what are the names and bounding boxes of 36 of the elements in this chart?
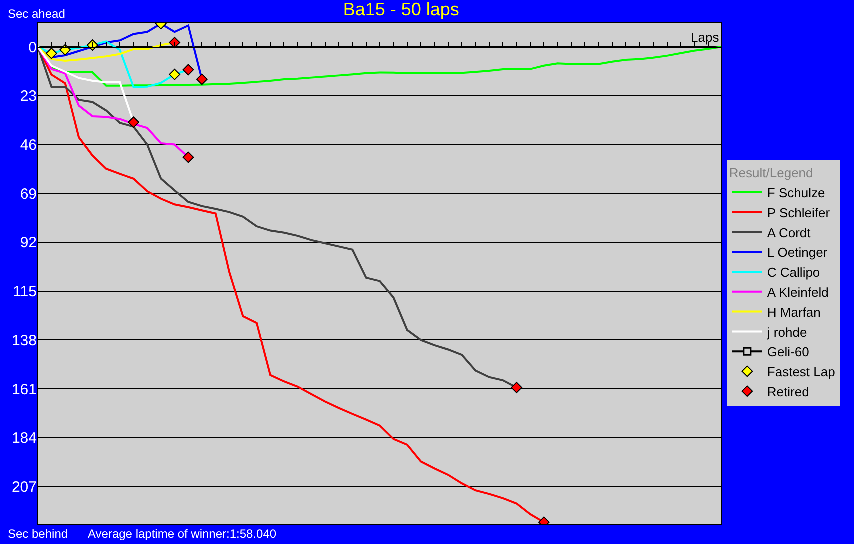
text: Sec ahead <box>8 7 66 21</box>
legend-label: C Callipo <box>767 265 820 280</box>
point <box>128 116 140 128</box>
legend-label: A Cordt <box>767 225 812 240</box>
x-axis-title: Laps <box>691 30 720 45</box>
point <box>182 64 194 76</box>
legend-label: F Schulze <box>767 185 826 200</box>
point <box>60 44 72 56</box>
legend-label: Retired <box>767 384 810 400</box>
point <box>182 152 194 164</box>
legend-label: Geli-60 <box>767 344 810 360</box>
legend-label: A Kleinfeld <box>767 284 829 300</box>
y-tick-label: 92 <box>20 234 37 252</box>
y-tick-label: 138 <box>12 332 37 350</box>
y-tick-label: 46 <box>20 136 37 154</box>
y-tick-label: 161 <box>12 381 37 398</box>
legend-label: H Marfan <box>767 304 821 320</box>
legend-title: Result/Legend <box>729 165 814 180</box>
point <box>169 37 180 48</box>
chart-title: Ba15 - 50 laps <box>343 0 460 20</box>
text: Sec behind <box>8 527 68 541</box>
text: Average laptime of winner:1:58.040 <box>88 527 277 541</box>
point <box>511 382 522 394</box>
legend-label: Fastest Lap <box>767 364 836 380</box>
point <box>46 48 58 60</box>
y-tick-label: 115 <box>13 284 37 301</box>
y-tick-label: 23 <box>20 88 37 106</box>
point <box>196 74 208 86</box>
legend-label: j rohde <box>766 324 808 340</box>
y-tick-label: 0 <box>28 39 37 56</box>
legend-label: P Schleifer <box>767 205 831 220</box>
y-tick-label: 69 <box>20 186 37 203</box>
y-tick-label: 184 <box>12 430 37 448</box>
y-tick-label: 207 <box>12 479 37 496</box>
legend-label: L Oetinger <box>767 245 828 260</box>
point <box>169 68 180 80</box>
